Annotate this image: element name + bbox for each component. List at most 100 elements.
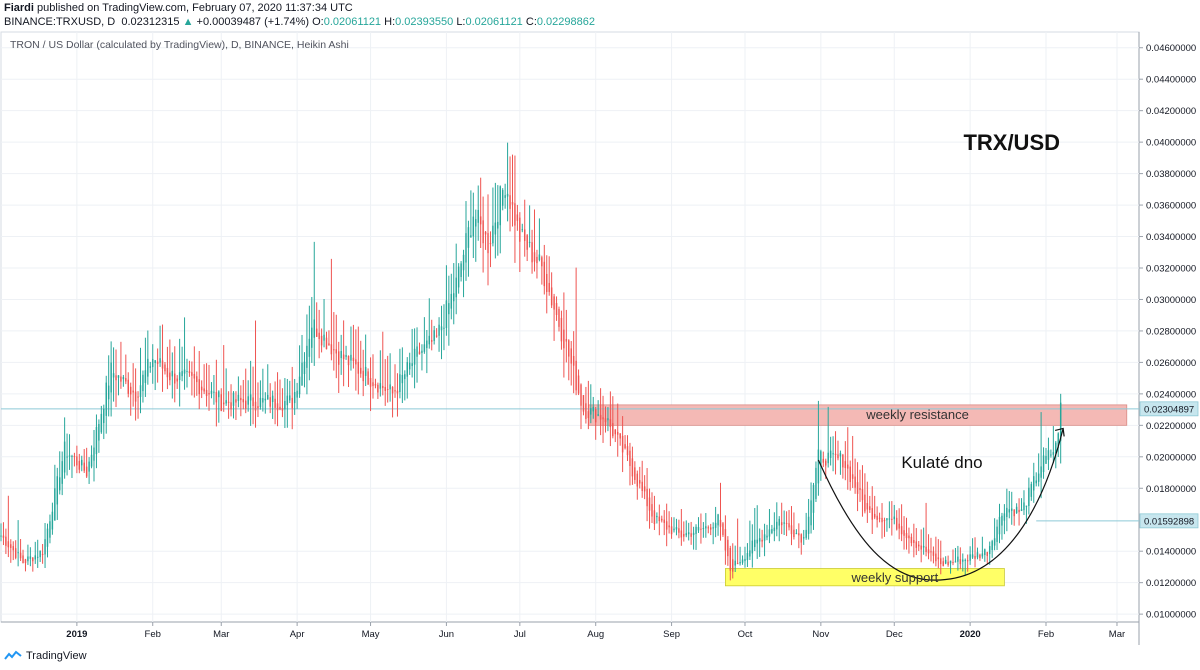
candle-body[interactable]: [492, 225, 494, 244]
candle-body[interactable]: [457, 266, 460, 288]
candle-body[interactable]: [389, 384, 391, 390]
candle-body[interactable]: [416, 346, 418, 357]
candle-body[interactable]: [766, 535, 768, 538]
candle-body[interactable]: [61, 461, 63, 484]
candle-body[interactable]: [832, 453, 834, 455]
candle-body[interactable]: [352, 357, 355, 362]
candle-body[interactable]: [418, 351, 421, 355]
candle-body[interactable]: [942, 561, 944, 566]
candle-body[interactable]: [196, 376, 198, 383]
candle-body[interactable]: [467, 227, 470, 248]
candle-body[interactable]: [771, 529, 773, 533]
candle-body[interactable]: [519, 217, 521, 242]
candle-body[interactable]: [878, 517, 881, 519]
candle-body[interactable]: [663, 519, 665, 523]
candle-body[interactable]: [634, 467, 636, 480]
candle-body[interactable]: [658, 516, 661, 522]
candle-body[interactable]: [313, 319, 315, 338]
candle-body[interactable]: [639, 480, 641, 484]
candle-body[interactable]: [793, 529, 795, 538]
candle-body[interactable]: [778, 518, 780, 526]
candle-body[interactable]: [1030, 484, 1033, 497]
candle-body[interactable]: [394, 390, 396, 392]
candle-body[interactable]: [587, 411, 590, 419]
candle-body[interactable]: [411, 363, 413, 367]
candle-body[interactable]: [222, 402, 225, 405]
candle-body[interactable]: [599, 414, 602, 420]
candle-body[interactable]: [905, 533, 908, 539]
candle-body[interactable]: [355, 359, 357, 365]
candle-body[interactable]: [550, 287, 553, 306]
candle-body[interactable]: [910, 536, 913, 544]
candle-body[interactable]: [325, 337, 328, 350]
candle-body[interactable]: [440, 326, 443, 331]
candle-body[interactable]: [609, 419, 612, 428]
candle-body[interactable]: [646, 488, 648, 507]
candle-body[interactable]: [802, 537, 805, 539]
candle-body[interactable]: [315, 328, 318, 337]
candle-body[interactable]: [582, 395, 585, 412]
candle-body[interactable]: [1013, 509, 1015, 517]
candle-body[interactable]: [100, 413, 103, 433]
candle-body[interactable]: [19, 552, 22, 559]
candle-body[interactable]: [396, 390, 399, 394]
candle-body[interactable]: [391, 386, 394, 394]
candle-body[interactable]: [347, 355, 350, 366]
candle-body[interactable]: [959, 559, 962, 565]
candle-body[interactable]: [1028, 487, 1030, 506]
candle-body[interactable]: [259, 397, 262, 408]
candle-body[interactable]: [800, 534, 803, 543]
candle-body[interactable]: [643, 486, 646, 492]
candle-body[interactable]: [952, 562, 954, 564]
candle-body[interactable]: [1018, 509, 1020, 513]
candle-body[interactable]: [156, 361, 159, 364]
candle-body[interactable]: [386, 388, 389, 390]
candle-body[interactable]: [181, 371, 183, 377]
candle-body[interactable]: [881, 517, 883, 523]
candle-body[interactable]: [533, 252, 536, 262]
candle-body[interactable]: [991, 541, 993, 551]
candle-body[interactable]: [986, 552, 989, 556]
candle-body[interactable]: [404, 374, 406, 380]
candle-body[interactable]: [668, 525, 670, 528]
candle-body[interactable]: [695, 526, 697, 534]
candle-body[interactable]: [727, 539, 729, 557]
candle-body[interactable]: [281, 408, 284, 411]
candle-body[interactable]: [139, 385, 142, 397]
candle-body[interactable]: [563, 329, 565, 349]
price-chart[interactable]: 0.04600000 0.04400000 0.04200000 0.04000000…: [0, 0, 1200, 648]
candle-body[interactable]: [5, 536, 7, 546]
candle-body[interactable]: [514, 203, 516, 226]
candle-body[interactable]: [501, 190, 504, 206]
candle-body[interactable]: [565, 338, 568, 342]
candle-body[interactable]: [164, 364, 166, 372]
candle-body[interactable]: [17, 552, 19, 554]
candle-body[interactable]: [1003, 513, 1006, 521]
candle-body[interactable]: [815, 467, 817, 499]
candle-body[interactable]: [913, 540, 915, 543]
candle-body[interactable]: [949, 560, 952, 564]
candle-body[interactable]: [932, 551, 935, 556]
candle-body[interactable]: [922, 545, 925, 548]
candle-body[interactable]: [105, 382, 107, 416]
candle-body[interactable]: [553, 296, 555, 310]
candle-body[interactable]: [888, 518, 891, 520]
candle-body[interactable]: [384, 386, 386, 391]
candle-body[interactable]: [66, 456, 68, 458]
candle-body[interactable]: [673, 528, 675, 531]
candle-body[interactable]: [864, 494, 866, 512]
candle-body[interactable]: [448, 303, 450, 315]
candle-body[interactable]: [85, 466, 88, 477]
candle-body[interactable]: [433, 330, 435, 341]
candle-body[interactable]: [918, 544, 920, 547]
candle-body[interactable]: [837, 454, 839, 459]
candle-body[interactable]: [350, 354, 352, 361]
candle-body[interactable]: [536, 256, 538, 264]
candle-body[interactable]: [210, 390, 213, 394]
candle-body[interactable]: [408, 362, 411, 370]
candle-body[interactable]: [1052, 452, 1055, 455]
candle-body[interactable]: [697, 527, 700, 531]
candle-body[interactable]: [27, 556, 29, 562]
candle-body[interactable]: [621, 435, 624, 453]
candle-body[interactable]: [856, 482, 859, 494]
